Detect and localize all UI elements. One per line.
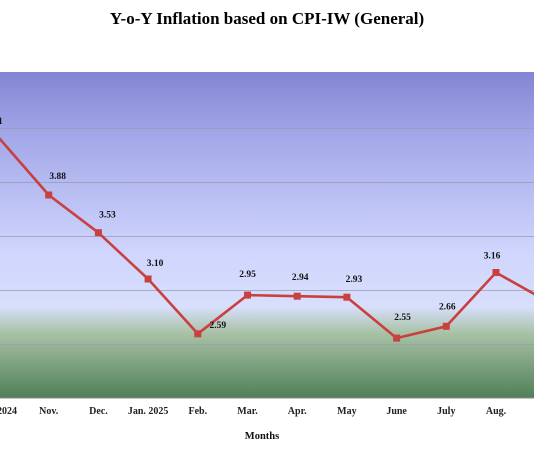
gridlines xyxy=(0,128,534,345)
data-label: 2.94 xyxy=(292,273,309,283)
x-tick-label: Dec. xyxy=(89,406,108,417)
data-label: 2.93 xyxy=(346,275,363,285)
x-tick-label: May xyxy=(337,406,356,417)
data-label: 3.53 xyxy=(99,211,116,221)
data-label: 2.55 xyxy=(394,313,411,323)
x-tick-label: July xyxy=(437,406,455,417)
data-point xyxy=(244,291,251,299)
data-points xyxy=(45,191,500,342)
data-point xyxy=(45,191,53,199)
data-point xyxy=(144,275,152,283)
series-line-group xyxy=(0,137,534,340)
x-tick-label: Aug. xyxy=(486,406,507,417)
data-label: 2.95 xyxy=(239,270,256,280)
x-tick-label: 2024 xyxy=(0,406,17,417)
data-point xyxy=(343,293,351,301)
x-tick-label: Feb. xyxy=(188,406,207,417)
x-axis-label: Months xyxy=(245,431,279,442)
data-label: 2.59 xyxy=(209,321,226,331)
x-tick-label: Apr. xyxy=(288,406,307,417)
plot-background xyxy=(0,72,534,398)
data-label: 3.16 xyxy=(484,252,501,262)
data-label: 3.10 xyxy=(147,259,164,269)
x-tick-label: Nov. xyxy=(39,406,59,417)
x-tick-label: June xyxy=(386,406,407,417)
data-point xyxy=(442,322,450,330)
data-label: 41 xyxy=(0,117,3,127)
series-line xyxy=(0,137,534,340)
data-label: 3.88 xyxy=(49,172,66,182)
chart-title: Y-o-Y Inflation based on CPI-IW (General… xyxy=(109,9,425,28)
x-tick-label: Jan. 2025 xyxy=(128,406,169,417)
data-label: 2.66 xyxy=(439,302,456,312)
x-tick-label: Mar. xyxy=(237,406,258,417)
data-labels: 41 3.88 3.53 3.10 2.59 2.95 2.94 2.93 2.55 2.66 3.… xyxy=(0,117,501,331)
data-point xyxy=(492,269,500,276)
data-point xyxy=(293,292,301,300)
x-tick-labels: 2024 Nov. Dec. Jan. 2025 Feb. Mar. Apr. May June… xyxy=(0,406,507,417)
data-point xyxy=(393,334,401,342)
data-point xyxy=(94,229,102,237)
data-point xyxy=(194,330,202,338)
